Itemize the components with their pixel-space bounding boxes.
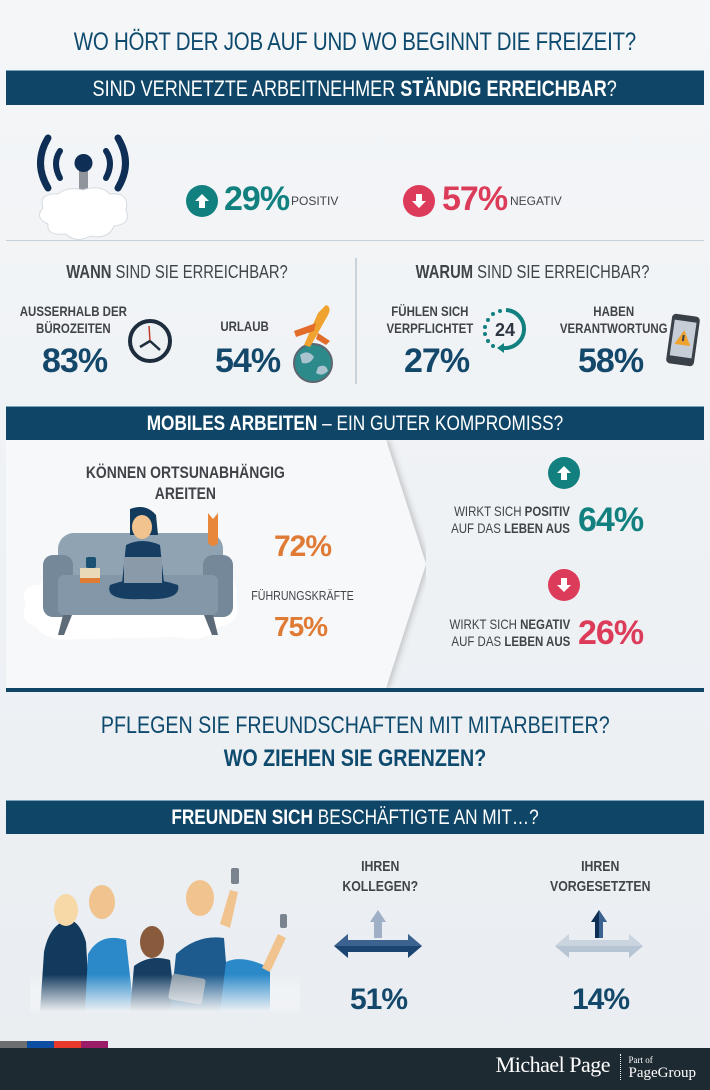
banner-bold: MOBILES ARBEITEN [146, 412, 318, 435]
banner-bold: FREUNDEN SICH [171, 806, 313, 829]
brand-parent-small: Part of [628, 1055, 653, 1065]
banner-end: ? [607, 76, 618, 101]
arrow-up-circle-icon [186, 185, 218, 217]
24h-icon-text: 24 [495, 320, 515, 340]
main-title-text: WO HÖRT DER JOB AUF UND WO BEGINNT DIE F… [73, 28, 637, 56]
negative-value: 57% [442, 180, 508, 218]
why-item-obligated-label: FÜHLEN SICH VERPFLICHTET [375, 303, 485, 337]
supervisors-label: IHREN VORGESETZTEN [530, 857, 670, 897]
section-banner-friendship: FREUNDEN SICH BESCHÄFTIGTE AN MIT…? [6, 800, 704, 834]
text-bold: LEBEN AUS [504, 520, 570, 536]
negative-label: NEGATIV [510, 194, 562, 208]
why-heading-rest: SIND SIE ERREICHBAR? [473, 262, 650, 282]
sofa-laptop-illustration-icon [18, 505, 243, 645]
clock-icon [127, 318, 173, 364]
footer-bar [0, 1048, 710, 1090]
positive-value: 29% [224, 180, 290, 218]
main-title: WO HÖRT DER JOB AUF UND WO BEGINNT DIE F… [0, 28, 710, 57]
airplane-globe-icon [288, 303, 338, 383]
positive-label: POSITIV [291, 194, 339, 208]
footer-stripe-gray [0, 1041, 27, 1048]
text: WIRKT SICH [454, 503, 525, 519]
wifi-cloud-icon [28, 118, 138, 248]
when-item-vacation-value: 54% [215, 342, 281, 380]
when-item-vacation-label: URLAUB [205, 318, 285, 335]
positive-impact-label: WIRKT SICH POSITIV AUF DAS LEBEN AUS [420, 503, 570, 537]
label-line1: FÜHLEN SICH [391, 303, 469, 319]
why-item-responsibility-value: 58% [578, 342, 644, 380]
why-heading: WARUM SIND SIE ERREICHBAR? [355, 262, 710, 283]
colleagues-value: 51% [350, 983, 408, 1016]
footer-stripe-purple [81, 1041, 108, 1048]
friendship-question: PFLEGEN SIE FREUNDSCHAFTEN MIT MITARBEIT… [0, 712, 710, 740]
24h-icon: 24 [480, 305, 528, 353]
section-banner-reachability: SIND VERNETZTE ARBEITNEHMER STÄNDIG ERRE… [6, 70, 704, 105]
label-line1: IHREN [360, 858, 400, 875]
when-item-offhours-value: 83% [42, 342, 108, 380]
why-heading-bold: WARUM [415, 262, 474, 282]
why-item-obligated-value: 27% [404, 342, 470, 380]
why-item-responsibility-label: HABEN VERANTWORTUNG [548, 303, 668, 337]
banner-rest: – EIN GUTER KOMPROMISS? [317, 412, 564, 435]
remote-heading-line1: KÖNNEN ORTSUNABHÄNGIG [85, 463, 285, 482]
text: AUF DAS [451, 520, 505, 536]
text-bold: NEGATIV [519, 616, 570, 632]
friendship-question-line1: PFLEGEN SIE FREUNDSCHAFTEN MIT MITARBEIT… [100, 712, 610, 739]
banner-rest: BESCHÄFTIGTE AN MIT…? [312, 806, 539, 829]
banner-bold: STÄNDIG ERREICHBAR [400, 76, 608, 101]
label-line2: BÜROZEITEN [36, 320, 111, 336]
brand-parent-big: PageGroup [628, 1065, 697, 1081]
divider [6, 240, 704, 241]
footer-stripe-blue [27, 1041, 54, 1048]
label-line2: VORGESETZTEN [549, 878, 651, 895]
supervisors-value: 14% [572, 983, 630, 1016]
group-selfie-illustration-icon [30, 862, 300, 1012]
managers-label-text: FÜHRUNGSKRÄFTE [251, 588, 354, 603]
when-heading-bold: WANN [66, 262, 112, 282]
positive-impact-value: 64% [578, 501, 644, 539]
remote-heading: KÖNNEN ORTSUNABHÄNGIG AREITEN [60, 462, 310, 504]
text-bold: LEBEN AUS [504, 633, 570, 649]
managers-label: FÜHRUNGSKRÄFTE [240, 588, 365, 603]
arrow-down-circle-icon [403, 185, 435, 217]
remote-value: 72% [274, 530, 332, 563]
negative-impact-label: WIRKT SICH NEGATIV AUF DAS LEBEN AUS [420, 616, 570, 650]
arrow-up-circle-icon [548, 457, 580, 489]
section-divider [6, 688, 704, 692]
label-line1: AUSSERHALB DER [19, 303, 127, 319]
label-line1: HABEN [593, 303, 635, 319]
colleagues-arrows-icon [334, 908, 422, 960]
supervisors-arrows-icon [555, 908, 643, 960]
footer-stripe-red [54, 1041, 81, 1048]
remote-heading-line2: AREITEN [154, 484, 216, 503]
friendship-subquestion: WO ZIEHEN SIE GRENZEN? [0, 745, 710, 773]
label-line1: URLAUB [220, 318, 270, 334]
vertical-divider [355, 258, 357, 384]
negative-impact-value: 26% [578, 614, 644, 652]
when-heading-rest: SIND SIE ERREICHBAR? [111, 262, 289, 282]
text: AUF DAS [451, 633, 505, 649]
label-line2: VERANTWORTUNG [559, 320, 668, 336]
section-banner-mobile-work: MOBILES ARBEITEN – EIN GUTER KOMPROMISS? [6, 406, 704, 440]
phone-warning-icon [665, 312, 701, 368]
brand-parent: Part of PageGroup [619, 1054, 697, 1081]
label-line1: IHREN [580, 858, 620, 875]
when-item-offhours-label: AUSSERHALB DER BÜROZEITEN [8, 303, 128, 337]
friendship-question-line2: WO ZIEHEN SIE GRENZEN? [223, 745, 487, 772]
text: WIRKT SICH [449, 616, 520, 632]
managers-value: 75% [274, 611, 328, 642]
banner-text: SIND VERNETZTE ARBEITNEHMER STÄNDIG ERRE… [93, 71, 617, 106]
text-bold: POSITIV [524, 503, 570, 519]
brand-logo: Michael Page [495, 1052, 611, 1077]
colleagues-label: IHREN KOLLEGEN? [325, 857, 435, 897]
arrow-down-circle-icon [548, 569, 580, 601]
label-line2: KOLLEGEN? [342, 878, 418, 895]
label-line2: VERPFLICHTET [386, 320, 474, 336]
banner-regular: SIND VERNETZTE ARBEITNEHMER [92, 76, 401, 101]
when-heading: WANN SIND SIE ERREICHBAR? [0, 262, 355, 283]
